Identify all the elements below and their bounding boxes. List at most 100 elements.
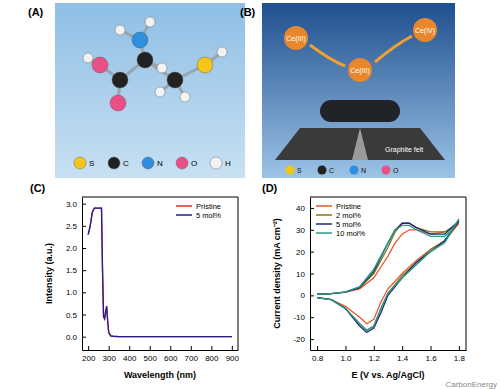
tick-mark: [310, 317, 314, 318]
plot-frame: [238, 197, 239, 350]
tick-mark: [109, 346, 110, 350]
tick-label: 1.0: [66, 288, 78, 297]
tick-label: 40: [296, 204, 305, 213]
legend-swatch: [176, 157, 188, 169]
ion: [348, 58, 372, 82]
arrow: [310, 45, 345, 66]
atom: [180, 92, 190, 102]
legend-label: 10 mol%: [336, 229, 366, 238]
tick: 2.5: [66, 222, 86, 231]
tick: 0.0: [66, 333, 86, 342]
tick-label: 0.8: [312, 354, 324, 363]
tick: 40: [296, 204, 314, 213]
panel-label: (D): [262, 182, 278, 194]
tick-mark: [88, 346, 89, 350]
tick-label: 10: [296, 270, 305, 279]
x-axis: 0.81.01.21.41.61.8: [311, 346, 467, 363]
arrow: [375, 36, 412, 62]
x-axis-title: E (V vs. Ag/AgCl): [351, 370, 424, 380]
ion-label: Ce(IV): [415, 27, 435, 35]
legend-swatch: [176, 214, 192, 216]
tick-mark: [82, 248, 86, 249]
tick-mark: [345, 346, 346, 350]
legend-swatch: [108, 157, 120, 169]
legend-swatch: [316, 205, 332, 207]
legend-swatch: [318, 166, 327, 175]
tick: 30: [296, 226, 314, 235]
tick-mark: [150, 346, 151, 350]
panel-label: (A): [28, 6, 44, 18]
legend-label: 2 mol%: [336, 211, 361, 220]
ion: [284, 26, 308, 50]
legend-swatch: [176, 205, 192, 207]
data-line: [317, 221, 459, 330]
atom: [217, 47, 227, 57]
substrate-label: Graphite felt: [385, 146, 423, 154]
tick-label: 200: [82, 354, 96, 363]
axis-line: [82, 198, 83, 351]
tick-mark: [129, 346, 130, 350]
y-axis-title: Intensity (a.u.): [44, 243, 54, 304]
atom: [112, 72, 128, 88]
tick: 1.8: [454, 346, 466, 363]
tick-mark: [82, 337, 86, 338]
legend: Pristine2 mol%5 mol%10 mol%: [316, 202, 366, 238]
data-line: [88, 208, 232, 337]
tick: 1.0: [66, 288, 86, 297]
tick: 1.0: [340, 346, 352, 363]
legend-label: O: [191, 159, 197, 168]
atom: [155, 87, 165, 97]
tick-mark: [310, 208, 314, 209]
tick-mark: [211, 346, 212, 350]
atom: [110, 95, 126, 111]
x-axis: 200300400500600700800900: [82, 346, 240, 363]
atom: [145, 17, 155, 27]
tick-label: 30: [296, 226, 305, 235]
legend-swatch: [316, 232, 332, 234]
tick-label: 0.0: [66, 333, 78, 342]
y-axis-title: Current density (mA cm⁻²): [272, 218, 282, 329]
legend-swatch: [316, 214, 332, 216]
tick: 2.0: [66, 244, 86, 253]
legend-swatch: [286, 166, 295, 175]
tick: 600: [164, 346, 178, 363]
tick: 400: [123, 346, 137, 363]
figure: (A)SCNOH(B)Ce(III)Ce(IV)Ce(III)Graphite …: [0, 0, 500, 389]
tick: -20: [293, 335, 314, 344]
plot-area: [88, 208, 232, 337]
panel-label: (B): [240, 6, 256, 18]
tick: 1.5: [66, 266, 86, 275]
panel-b-background: [262, 3, 455, 178]
atom: [197, 57, 213, 73]
tick: 20: [296, 248, 314, 257]
plot-frame: [466, 197, 467, 350]
watermark: CarbonEnergy: [445, 380, 497, 389]
tick-mark: [374, 346, 375, 350]
atom: [157, 63, 167, 73]
tick-label: 1.5: [66, 266, 78, 275]
tick: 1.6: [425, 346, 437, 363]
legend: Pristine5 mol%: [176, 202, 221, 220]
tick-label: 2.5: [66, 222, 78, 231]
tick-mark: [431, 346, 432, 350]
tick: 700: [185, 346, 199, 363]
tick-label: 1.2: [369, 354, 381, 363]
tick: 500: [144, 346, 158, 363]
atom: [167, 72, 183, 88]
tick-mark: [310, 295, 314, 296]
y-axis: 0.00.51.01.52.02.53.0: [66, 198, 86, 351]
axis-line: [83, 350, 239, 351]
tick-label: -20: [293, 335, 305, 344]
tick-label: 1.8: [454, 354, 466, 363]
plot-area: [317, 219, 459, 333]
ion-label: Ce(III): [350, 67, 369, 75]
tick: 300: [103, 346, 117, 363]
legend-swatch: [382, 166, 391, 175]
ion-label: Ce(III): [286, 35, 305, 43]
ion: [413, 18, 437, 42]
tick-mark: [402, 346, 403, 350]
molecule: [83, 17, 227, 111]
atom: [83, 53, 93, 63]
tick-label: 1.6: [425, 354, 437, 363]
tick-label: 20: [296, 248, 305, 257]
